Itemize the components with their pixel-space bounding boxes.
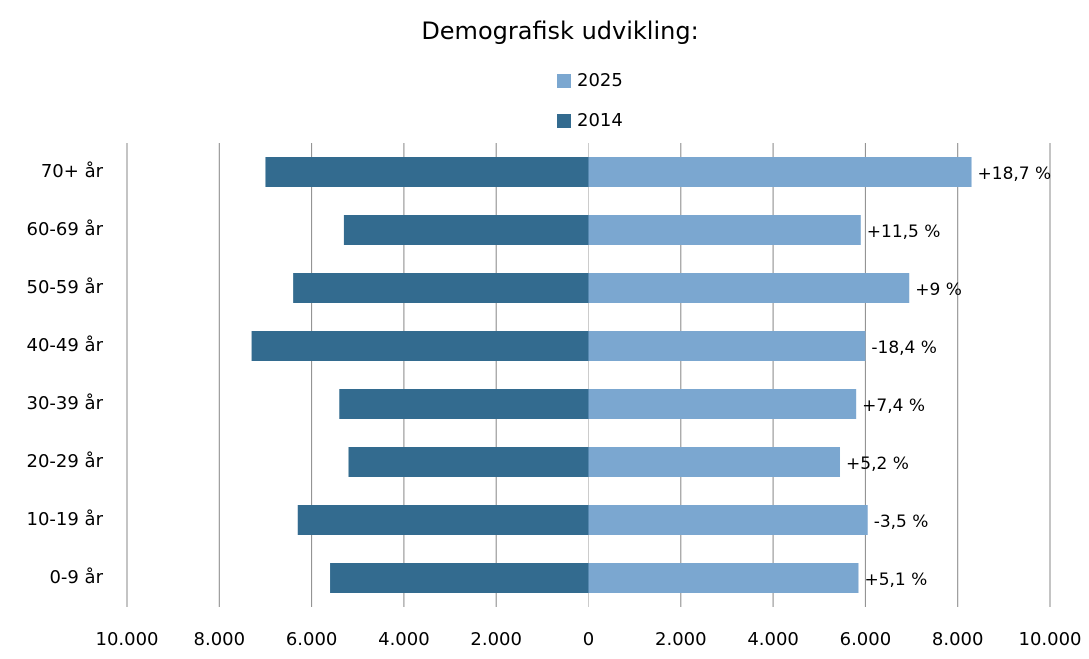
annotation: +5,1 % bbox=[864, 570, 927, 590]
x-tick-label: 8.000 bbox=[932, 629, 984, 650]
x-tick-label: 10.000 bbox=[1019, 629, 1082, 650]
x-tick-label: 2.000 bbox=[655, 629, 707, 650]
legend-swatch bbox=[557, 114, 571, 128]
bar bbox=[343, 215, 589, 245]
bar bbox=[588, 331, 866, 361]
annotation: +7,4 % bbox=[862, 396, 925, 416]
chart-title: Demografisk udvikling: bbox=[421, 17, 698, 45]
bar bbox=[265, 157, 589, 187]
annotation: +5,2 % bbox=[846, 454, 909, 474]
x-tick-label: 2.000 bbox=[470, 629, 522, 650]
y-tick-label: 70+ år bbox=[41, 161, 104, 182]
y-tick-label: 50-59 år bbox=[27, 277, 104, 298]
bar bbox=[339, 389, 589, 419]
bar bbox=[588, 215, 861, 245]
y-tick-label: 10-19 år bbox=[27, 509, 104, 530]
bar bbox=[588, 505, 868, 535]
bar bbox=[588, 273, 910, 303]
y-tick-label: 60-69 år bbox=[27, 219, 104, 240]
x-tick-label: 6.000 bbox=[286, 629, 338, 650]
bar bbox=[588, 157, 972, 187]
annotation: +18,7 % bbox=[978, 164, 1052, 184]
legend-label: 2025 bbox=[577, 70, 623, 91]
legend-swatch bbox=[557, 74, 571, 88]
y-tick-label: 0-9 år bbox=[49, 567, 103, 588]
annotation: -3,5 % bbox=[874, 512, 929, 532]
y-tick-label: 20-29 år bbox=[27, 451, 104, 472]
legend-label: 2014 bbox=[577, 110, 623, 131]
x-tick-label: 0 bbox=[583, 629, 594, 650]
annotation: +9 % bbox=[915, 280, 962, 300]
annotation: +11,5 % bbox=[867, 222, 941, 242]
x-tick-label: 10.000 bbox=[96, 629, 159, 650]
y-tick-label: 30-39 år bbox=[27, 393, 104, 414]
bar bbox=[330, 563, 589, 593]
x-tick-label: 6.000 bbox=[840, 629, 892, 650]
y-tick-label: 40-49 år bbox=[27, 335, 104, 356]
bar bbox=[588, 447, 841, 477]
bar bbox=[588, 389, 857, 419]
x-tick-label: 4.000 bbox=[378, 629, 430, 650]
bar bbox=[348, 447, 589, 477]
annotation: -18,4 % bbox=[871, 338, 937, 358]
bar bbox=[588, 563, 859, 593]
x-tick-label: 4.000 bbox=[747, 629, 799, 650]
bar bbox=[297, 505, 589, 535]
bar bbox=[293, 273, 589, 303]
bar bbox=[251, 331, 589, 361]
x-tick-label: 8.000 bbox=[194, 629, 246, 650]
